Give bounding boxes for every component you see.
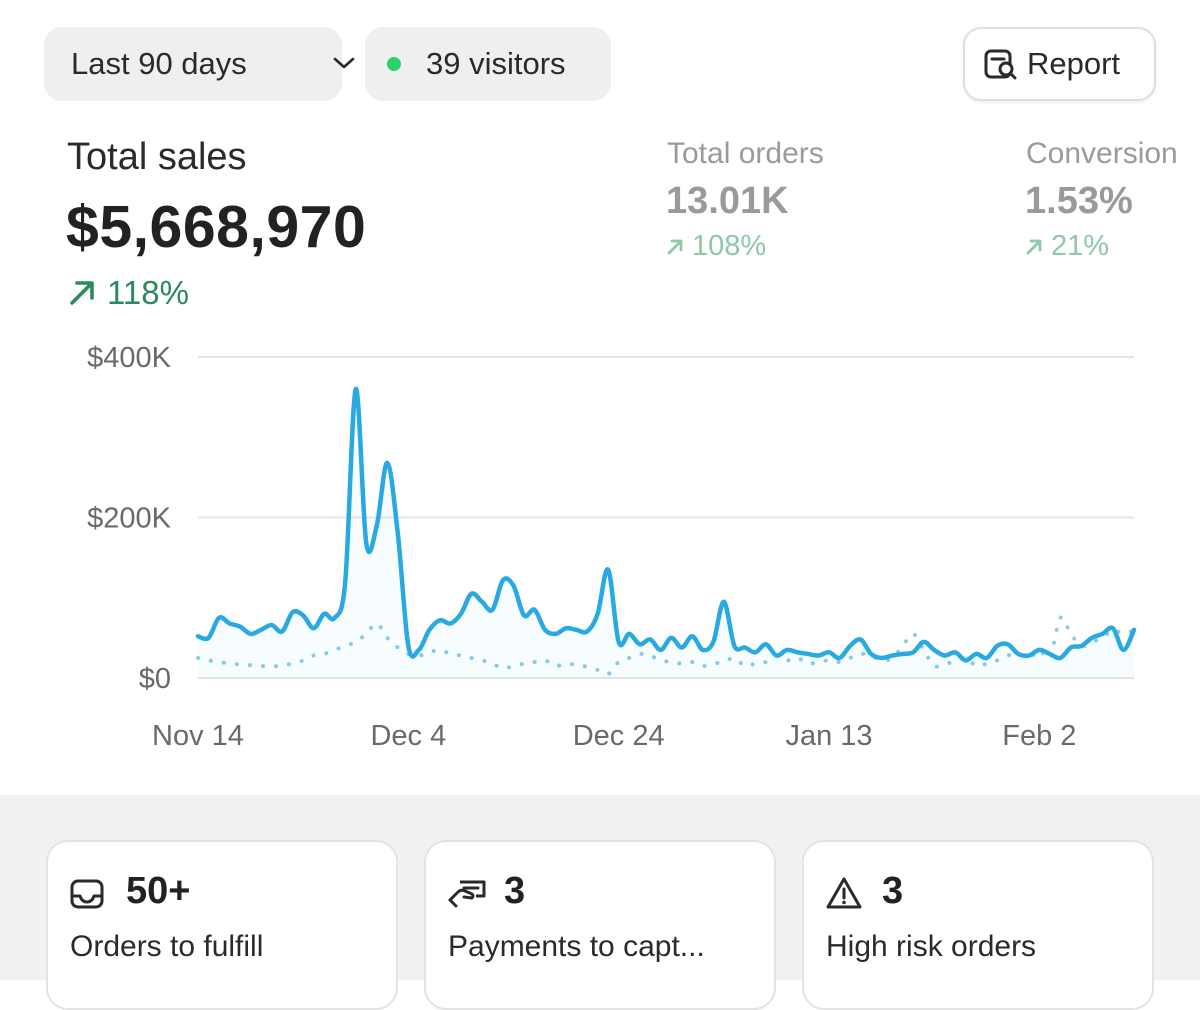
report-search-icon xyxy=(984,49,1017,80)
conversion-change: 21% xyxy=(1025,230,1109,263)
x-tick-label: Jan 13 xyxy=(785,720,872,752)
orders-to-fulfill-label: Orders to fulfill xyxy=(70,930,264,963)
x-tick-label: Nov 14 xyxy=(152,720,244,752)
date-range-label: Last 90 days xyxy=(71,46,247,81)
total-orders-label: Total orders xyxy=(667,137,824,170)
conversion-value: 1.53% xyxy=(1025,180,1133,222)
arrow-up-right-icon xyxy=(1026,239,1042,254)
payments-to-capture-card[interactable]: 3 Payments to capt... xyxy=(424,840,776,1010)
conversion-change-value: 21% xyxy=(1051,230,1110,262)
comparison-series-line xyxy=(196,615,1136,677)
sales-series-line xyxy=(195,386,1137,663)
total-sales-change: 118% xyxy=(67,274,189,312)
x-tick-label: Feb 2 xyxy=(1002,720,1076,752)
x-tick-label: Dec 4 xyxy=(370,720,446,752)
payments-to-capture-count: 3 xyxy=(504,870,526,912)
payments-to-capture-label: Payments to capt... xyxy=(448,930,705,963)
orders-to-fulfill-count: 50+ xyxy=(126,870,191,912)
sales-line-chart: $400K $200K $0 Nov 14 Dec 4 Dec 24 Jan 13 Feb 2 xyxy=(87,342,1137,752)
high-risk-orders-count: 3 xyxy=(882,870,904,912)
total-orders-change-value: 108% xyxy=(692,230,767,262)
visitors-badge[interactable]: 39 visitors xyxy=(365,27,611,101)
live-status-dot xyxy=(387,57,401,71)
arrow-up-right-icon xyxy=(70,281,94,305)
visitors-label: 39 visitors xyxy=(426,46,566,81)
report-label: Report xyxy=(1027,46,1121,81)
total-sales-change-value: 118% xyxy=(107,274,189,311)
hand-payment-icon xyxy=(448,880,486,908)
report-button[interactable]: Report xyxy=(963,27,1156,101)
y-tick-label: $200K xyxy=(87,503,172,535)
chevron-down-icon xyxy=(333,57,355,69)
orders-to-fulfill-card[interactable]: 50+ Orders to fulfill xyxy=(46,840,398,1010)
conversion-label: Conversion xyxy=(1026,137,1178,170)
total-sales-value: $5,668,970 xyxy=(66,194,367,260)
total-sales-label: Total sales xyxy=(67,136,247,178)
high-risk-orders-card[interactable]: 3 High risk orders xyxy=(802,840,1154,1010)
date-range-selector[interactable]: Last 90 days xyxy=(44,27,355,101)
y-tick-label: $400K xyxy=(87,342,172,374)
warning-icon xyxy=(826,877,862,909)
total-orders-change: 108% xyxy=(666,230,766,263)
high-risk-orders-label: High risk orders xyxy=(826,930,1037,963)
arrow-up-right-icon xyxy=(667,239,683,254)
y-tick-label: $0 xyxy=(139,663,171,695)
inbox-icon xyxy=(70,879,104,909)
series-area xyxy=(198,388,1134,678)
total-orders-value: 13.01K xyxy=(666,180,789,222)
x-tick-label: Dec 24 xyxy=(573,720,665,752)
